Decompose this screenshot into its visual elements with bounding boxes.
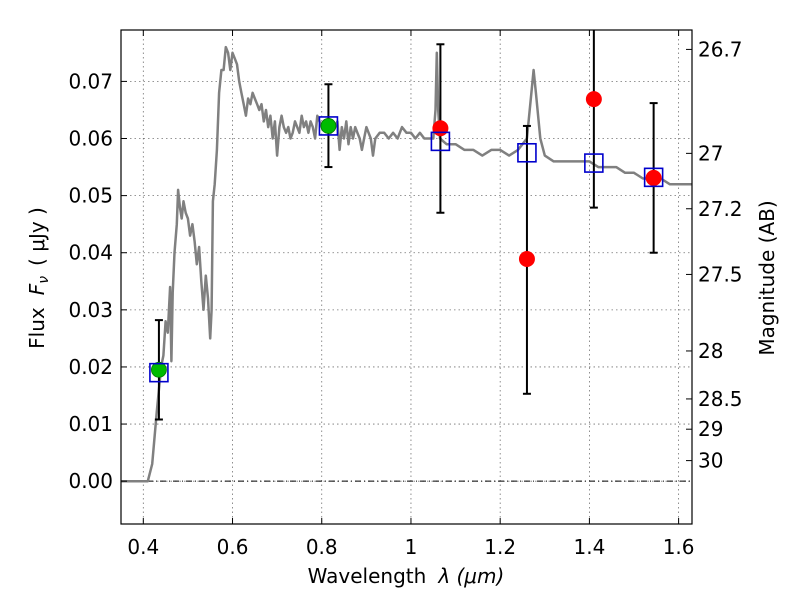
y-tick-label: 0.06 — [68, 127, 113, 151]
y-tick-label: 0.04 — [68, 241, 113, 265]
x-tick-label: 0.4 — [127, 535, 159, 559]
x-tick-label: 1.6 — [663, 535, 695, 559]
y-tick-label: 0.01 — [68, 412, 113, 436]
y2-tick-label: 27.5 — [698, 262, 743, 286]
blue-synthetic-square — [643, 167, 664, 188]
data-points — [151, 91, 662, 378]
synthetic-photometry-squares — [149, 116, 664, 383]
red-observed-point — [585, 91, 602, 108]
blue-synthetic-square — [584, 153, 604, 173]
blue-synthetic-square — [430, 131, 451, 152]
x-tick-label: 1 — [405, 535, 418, 559]
plot-frame — [120, 29, 693, 525]
x-tick-label: 1.2 — [484, 535, 516, 559]
red-observed-point — [518, 251, 535, 268]
y2-tick-label: 27.2 — [698, 197, 743, 221]
y-tick-label: 0.03 — [68, 298, 113, 322]
y2-tick-label: 26.7 — [698, 37, 743, 61]
y2-axis-ticks: 26.7 27 27.2 27.5 28 28.5 29 30 — [686, 37, 743, 473]
green-observed-point — [151, 361, 167, 378]
y2-tick-label: 27 — [698, 141, 723, 165]
x-tick-label: 0.6 — [217, 535, 249, 559]
red-observed-point — [645, 169, 662, 186]
y2-tick-label: 30 — [698, 449, 723, 473]
y2-axis-label: Magnitude (AB) — [755, 200, 779, 355]
y2-tick-label: 28 — [698, 339, 723, 363]
y2-tick-label: 29 — [698, 417, 723, 441]
y-axis-ticks: 0.00 0.01 0.02 0.03 0.04 0.05 0.06 0.07 — [68, 69, 127, 493]
y-tick-label: 0.02 — [68, 355, 113, 379]
blue-synthetic-square — [149, 362, 169, 383]
y-axis-label: FluxFν( μJy ) — [25, 207, 52, 349]
green-observed-point — [320, 118, 337, 134]
y-tick-label: 0.05 — [68, 184, 113, 208]
error-bars — [154, 30, 658, 421]
y2-tick-label: 28.5 — [698, 387, 743, 411]
blue-synthetic-square — [517, 142, 537, 163]
x-axis-ticks: 0.4 0.6 0.8 1 1.2 1.4 1.6 — [127, 30, 695, 559]
red-observed-point — [432, 120, 449, 137]
y-tick-label: 0.00 — [68, 469, 113, 493]
x-axis-label: Wavelength λ (μm) — [308, 564, 505, 588]
model-spectrum-line — [121, 45, 692, 483]
x-tick-label: 1.4 — [573, 535, 605, 559]
y-tick-label: 0.07 — [68, 69, 113, 93]
x-tick-label: 0.8 — [306, 535, 338, 559]
blue-synthetic-square — [318, 116, 339, 136]
